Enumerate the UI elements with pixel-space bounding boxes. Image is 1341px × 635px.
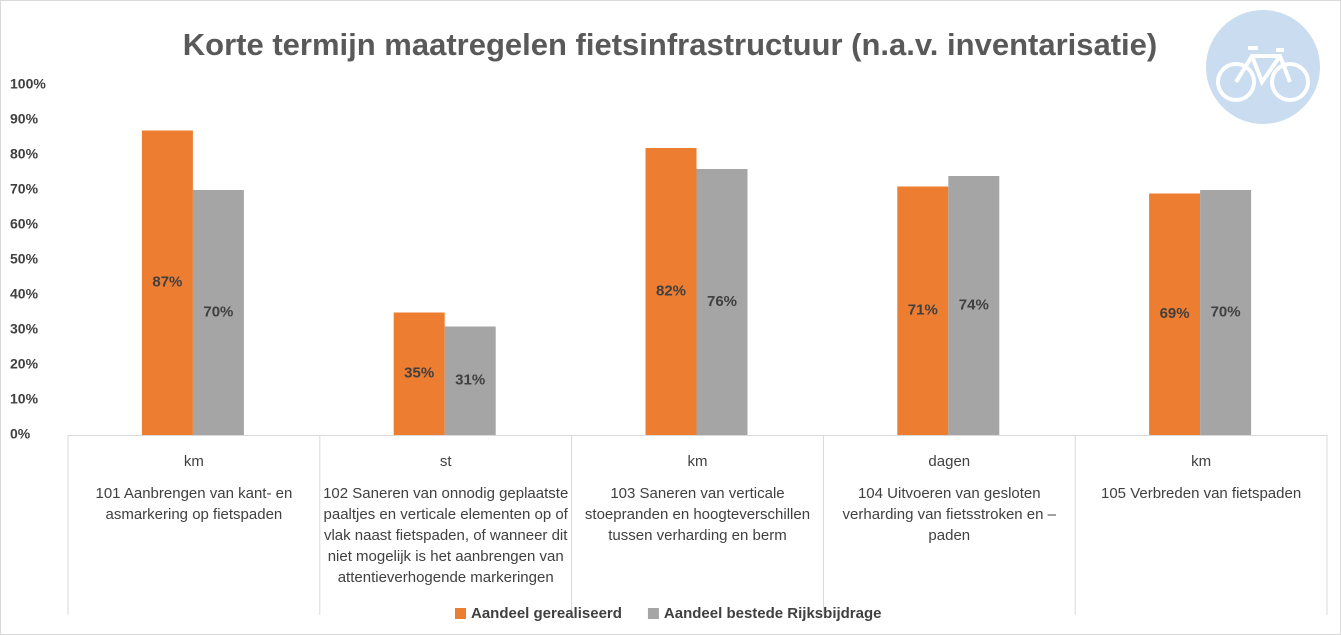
unit-label: km	[687, 453, 708, 470]
y-tick-label: 100%	[10, 76, 46, 92]
chart-title: Korte termijn maatregelen fietsinfrastru…	[183, 27, 1157, 62]
y-tick-label: 10%	[10, 391, 39, 407]
data-label: 70%	[203, 303, 233, 320]
bar	[897, 186, 949, 435]
bike-icon	[1206, 10, 1320, 124]
unit-label: km	[1191, 453, 1212, 470]
x-tick-label: 105 Verbreden van fietspaden	[1101, 485, 1302, 502]
unit-label: st	[439, 453, 452, 470]
x-tick-label: 104 Uitvoeren van gesloten verharding va…	[842, 485, 1057, 544]
unit-label: dagen	[928, 453, 971, 470]
x-tick-label: 101 Aanbrengen van kant- en asmarkering …	[95, 485, 293, 523]
y-tick-label: 70%	[10, 181, 39, 197]
y-tick-label: 0%	[10, 426, 31, 442]
y-tick-label: 60%	[10, 216, 39, 232]
bar	[645, 148, 697, 435]
bar	[696, 169, 748, 435]
data-label: 74%	[959, 296, 989, 313]
y-tick-label: 90%	[10, 111, 39, 127]
bar	[141, 130, 193, 435]
unit-label: km	[183, 453, 204, 470]
y-tick-label: 40%	[10, 286, 39, 302]
x-tick-label: 103 Saneren van verticale stoepranden en…	[584, 485, 811, 544]
data-label: 87%	[152, 274, 182, 291]
legend-label: Aandeel bestede Rijksbijdrage	[664, 605, 882, 622]
legend-swatch	[455, 608, 466, 619]
data-label: 76%	[707, 293, 737, 310]
data-label: 70%	[1211, 303, 1241, 320]
y-tick-label: 50%	[10, 251, 39, 267]
bar	[1149, 193, 1201, 435]
x-tick-label: 102 Saneren van onnodig geplaatste paalt…	[323, 485, 569, 586]
bar	[948, 176, 1000, 435]
y-tick-label: 20%	[10, 356, 39, 372]
legend-label: Aandeel gerealiseerd	[471, 605, 622, 622]
bar	[1200, 190, 1252, 435]
legend-swatch	[647, 608, 659, 619]
bar	[192, 190, 244, 435]
data-label: 69%	[1160, 305, 1190, 322]
data-label: 82%	[656, 282, 686, 299]
bar	[393, 312, 445, 435]
y-tick-label: 30%	[10, 321, 39, 337]
data-label: 35%	[404, 365, 434, 382]
y-tick-label: 80%	[10, 146, 39, 162]
data-label: 31%	[455, 372, 485, 389]
bar	[444, 326, 496, 435]
data-label: 71%	[908, 302, 938, 319]
